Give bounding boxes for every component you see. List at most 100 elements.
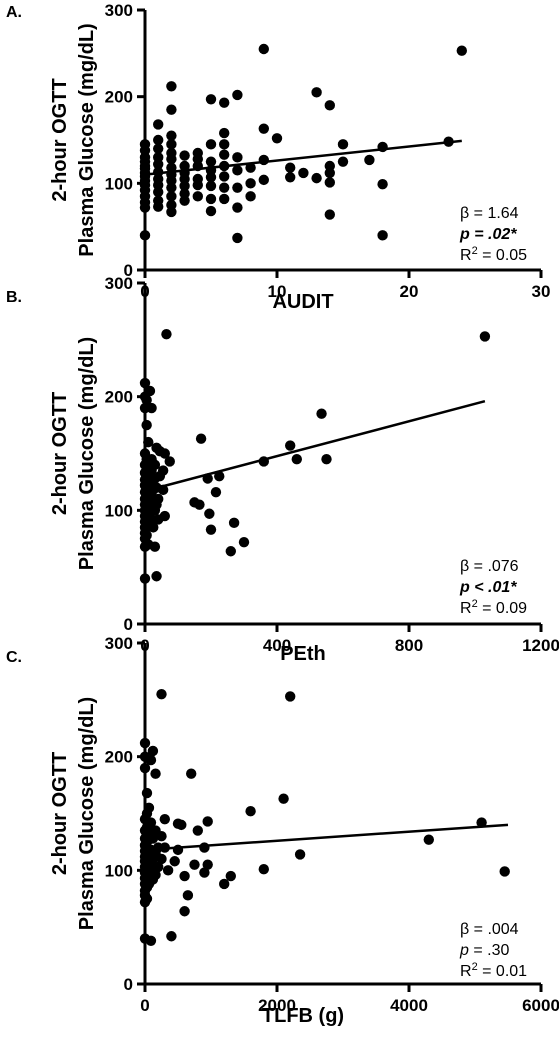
data-point [166, 139, 177, 150]
y-axis-label-line1: 2-hour OGTT [49, 752, 71, 875]
chart-panel-2: B. 2-hour OGTT Plasma Glucose (mg/dL) 0 100 2… [6, 274, 559, 665]
data-point [377, 179, 388, 190]
stat-p-value: p = .30 [459, 942, 509, 959]
data-point [145, 935, 157, 947]
data-point [202, 816, 213, 827]
y-tick-label: 300 [105, 634, 133, 653]
data-point [324, 100, 335, 111]
data-point [479, 331, 491, 342]
y-tick-label: 0 [124, 615, 133, 634]
data-point [179, 870, 190, 882]
data-point [311, 87, 322, 98]
data-point [192, 825, 203, 836]
data-point [166, 104, 177, 115]
data-point [202, 859, 213, 870]
data-point [179, 906, 190, 917]
data-point [192, 179, 203, 191]
stat-beta: β = 1.64 [460, 205, 519, 222]
data-point [219, 139, 230, 150]
data-point [232, 182, 243, 193]
data-point [153, 186, 164, 198]
data-point [232, 89, 243, 101]
data-point [169, 856, 180, 867]
data-point [166, 130, 177, 141]
stat-beta: β = .004 [460, 921, 519, 938]
data-point [153, 159, 164, 170]
data-point [143, 802, 155, 814]
data-point [219, 97, 230, 108]
y-tick-label: 100 [105, 174, 133, 193]
chart-panel-1: A. 2-hour OGTT Plasma Glucose (mg/dL) 0 100 2… [6, 1, 550, 313]
data-point [150, 869, 161, 881]
y-tick-label: 200 [105, 748, 133, 767]
data-point [294, 849, 306, 860]
data-point [153, 143, 164, 154]
stat-p-value: p = .02* [459, 226, 517, 243]
data-point [205, 172, 217, 183]
data-point [238, 536, 250, 548]
data-point [139, 762, 151, 774]
data-point [298, 167, 309, 179]
data-point [139, 230, 151, 241]
data-point [214, 471, 225, 482]
regression-line [144, 139, 462, 176]
data-point [149, 459, 161, 471]
regression-line [144, 823, 509, 852]
data-point [153, 861, 164, 873]
y-tick-label: 200 [105, 88, 133, 107]
data-point [156, 831, 167, 842]
data-point [143, 436, 154, 448]
y-axis-label-line2: Plasma Glucose (mg/dL) [76, 337, 98, 570]
data-point [258, 123, 269, 134]
panel-label-b: B. [6, 289, 22, 306]
data-point [159, 813, 170, 825]
y-tick-label: 200 [105, 388, 133, 407]
data-point [179, 180, 190, 192]
data-point [291, 453, 302, 465]
chart-panel-3: C. 2-hour OGTT Plasma Glucose (mg/dL) 0 100 2… [6, 634, 559, 1027]
data-point [164, 456, 175, 467]
data-point [166, 206, 177, 218]
data-point [245, 191, 256, 202]
data-point [166, 191, 177, 202]
data-point [199, 842, 210, 853]
data-point [219, 149, 230, 160]
y-axis-label-line2: Plasma Glucose (mg/dL) [76, 697, 98, 930]
data-point [153, 134, 164, 146]
data-point [285, 172, 296, 183]
data-point [311, 172, 322, 184]
data-point [258, 43, 269, 55]
x-tick-label: 800 [395, 636, 423, 655]
data-point [204, 508, 215, 519]
data-point [285, 162, 296, 173]
stat-r-squared: R2 = 0.09 [460, 598, 527, 617]
data-point [141, 893, 153, 904]
data-point [144, 385, 156, 397]
data-point [205, 180, 217, 192]
y-tick-label: 300 [105, 274, 133, 293]
data-point [232, 202, 243, 213]
data-point [186, 768, 197, 779]
data-point [456, 45, 467, 56]
x-tick-label: 4000 [390, 996, 428, 1015]
data-point [258, 863, 269, 875]
data-point [141, 394, 152, 406]
data-point [205, 156, 217, 167]
data-point [324, 209, 335, 220]
data-point [153, 493, 164, 505]
data-point [316, 408, 327, 419]
data-point [285, 691, 296, 702]
data-point [147, 745, 159, 757]
data-point [156, 853, 167, 865]
data-point [324, 177, 335, 188]
stat-r-squared: R2 = 0.05 [460, 245, 527, 264]
data-point [225, 546, 236, 557]
data-point [278, 793, 289, 804]
data-point [337, 156, 349, 167]
data-point [182, 890, 194, 901]
data-point [148, 522, 159, 533]
stat-p-value: p < .01* [459, 579, 517, 596]
data-point [179, 150, 190, 161]
x-tick-label: 2000 [258, 996, 296, 1015]
data-point [166, 182, 177, 193]
